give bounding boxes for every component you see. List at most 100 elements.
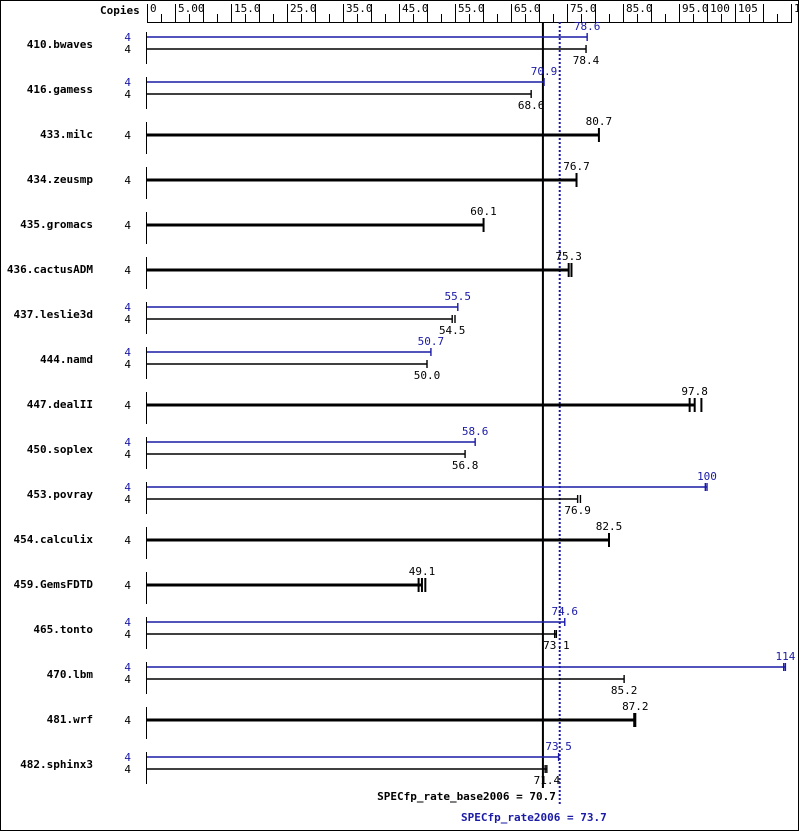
benchmark-name: 434.zeusmp <box>27 173 94 186</box>
data-label: 60.1 <box>470 205 497 218</box>
benchmark-name: 459.GemsFDTD <box>14 578 94 591</box>
benchmark-row: 437.leslie3d 44 55.5 54.5 <box>14 290 472 337</box>
data-label: 85.2 <box>611 684 638 697</box>
copies-value: 4 <box>124 661 131 674</box>
base-summary-label: SPECfp_rate_base2006 = 70.7 <box>377 790 556 803</box>
data-label: 50.0 <box>414 369 441 382</box>
data-label: 49.1 <box>409 565 436 578</box>
benchmark-name: 416.gamess <box>27 83 93 96</box>
copies-value: 4 <box>124 31 131 44</box>
copies-value: 4 <box>124 493 131 506</box>
benchmark-name: 435.gromacs <box>20 218 93 231</box>
benchmark-name: 454.calculix <box>14 533 94 546</box>
copies-value: 4 <box>124 43 131 56</box>
benchmark-name: 437.leslie3d <box>14 308 93 321</box>
data-label: 114 <box>775 650 795 663</box>
benchmark-row: 436.cactusADM 4 75.3 <box>7 250 582 289</box>
x-tick-label: 35.0 <box>346 2 373 15</box>
data-label: 73.1 <box>543 639 570 652</box>
x-tick-label: 115 <box>794 2 799 15</box>
data-label: 68.6 <box>518 99 545 112</box>
benchmark-row: 433.milc 4 80.7 <box>40 115 612 154</box>
copies-value: 4 <box>124 358 131 371</box>
benchmark-row: 470.lbm 44 114 85.2 <box>47 650 796 697</box>
x-tick-label: 95.0 <box>682 2 709 15</box>
copies-value: 4 <box>124 534 131 547</box>
copies-value: 4 <box>124 399 131 412</box>
copies-value: 4 <box>124 129 131 142</box>
x-tick-label: 15.0 <box>234 2 261 15</box>
benchmark-name: 481.wrf <box>47 713 93 726</box>
x-tick-label: 5.00 <box>178 2 205 15</box>
benchmark-name: 450.soplex <box>27 443 94 456</box>
benchmark-row: 454.calculix 4 82.5 <box>14 520 623 559</box>
benchmark-row: 482.sphinx3 44 73.5 71.4 <box>20 740 572 787</box>
x-tick-label: 105 <box>738 2 758 15</box>
data-label: 56.8 <box>452 459 479 472</box>
benchmark-name: 447.dealII <box>27 398 93 411</box>
benchmark-name: 436.cactusADM <box>7 263 93 276</box>
benchmark-name: 453.povray <box>27 488 94 501</box>
peak-summary-label: SPECfp_rate2006 = 73.7 <box>461 811 607 824</box>
copies-value: 4 <box>124 174 131 187</box>
data-label: 75.3 <box>555 250 582 263</box>
copies-value: 4 <box>124 763 131 776</box>
copies-value: 4 <box>124 579 131 592</box>
benchmark-row: 465.tonto 44 74.6 73.1 <box>33 605 578 652</box>
data-label: 54.5 <box>439 324 466 337</box>
x-tick-label: 65.0 <box>514 2 541 15</box>
data-label: 71.4 <box>534 774 561 787</box>
x-tick-label: 0 <box>150 2 157 15</box>
data-label: 73.5 <box>545 740 572 753</box>
data-label: 76.9 <box>564 504 591 517</box>
copies-value: 4 <box>124 301 131 314</box>
x-tick-label: 85.0 <box>626 2 653 15</box>
copies-value: 4 <box>124 448 131 461</box>
x-tick-label: 45.0 <box>402 2 429 15</box>
benchmark-name: 465.tonto <box>33 623 93 636</box>
benchmark-row: 453.povray 44 100 76.9 <box>27 470 717 517</box>
data-label: 50.7 <box>418 335 445 348</box>
copies-header: Copies <box>100 4 140 17</box>
benchmark-row: 416.gamess 44 70.9 68.6 <box>27 65 558 112</box>
data-label: 100 <box>697 470 717 483</box>
benchmark-name: 482.sphinx3 <box>20 758 93 771</box>
data-label: 70.9 <box>531 65 558 78</box>
benchmark-row: 447.dealII 4 97.8 <box>27 385 708 424</box>
benchmark-name: 444.namd <box>40 353 93 366</box>
x-tick-label: 25.0 <box>290 2 317 15</box>
data-label: 55.5 <box>445 290 472 303</box>
copies-value: 4 <box>124 714 131 727</box>
benchmark-row: 435.gromacs 4 60.1 <box>20 205 497 244</box>
x-tick-label: 55.0 <box>458 2 485 15</box>
benchmark-row: 410.bwaves 44 78.6 78.4 <box>27 20 601 67</box>
data-label: 87.2 <box>622 700 649 713</box>
benchmark-row: 444.namd 44 50.7 50.0 <box>40 335 444 382</box>
data-label: 82.5 <box>596 520 623 533</box>
benchmark-row: 481.wrf 4 87.2 <box>47 700 649 739</box>
data-label: 76.7 <box>563 160 590 173</box>
copies-value: 4 <box>124 88 131 101</box>
copies-value: 4 <box>124 616 131 629</box>
copies-value: 4 <box>124 346 131 359</box>
benchmark-name: 433.milc <box>40 128 93 141</box>
benchmark-row: 450.soplex 44 58.6 56.8 <box>27 425 489 472</box>
benchmark-name: 470.lbm <box>47 668 94 681</box>
data-label: 78.6 <box>574 20 601 33</box>
x-tick-label: 100 <box>710 2 730 15</box>
copies-value: 4 <box>124 313 131 326</box>
data-label: 97.8 <box>681 385 708 398</box>
copies-value: 4 <box>124 436 131 449</box>
data-label: 74.6 <box>552 605 579 618</box>
benchmark-name: 410.bwaves <box>27 38 93 51</box>
copies-value: 4 <box>124 751 131 764</box>
data-label: 78.4 <box>573 54 600 67</box>
data-label: 58.6 <box>462 425 489 438</box>
x-tick-label: 75.0 <box>570 2 597 15</box>
data-label: 80.7 <box>586 115 613 128</box>
benchmark-row: 459.GemsFDTD 4 49.1 <box>14 565 436 604</box>
copies-value: 4 <box>124 481 131 494</box>
benchmark-row: 434.zeusmp 4 76.7 <box>27 160 590 199</box>
